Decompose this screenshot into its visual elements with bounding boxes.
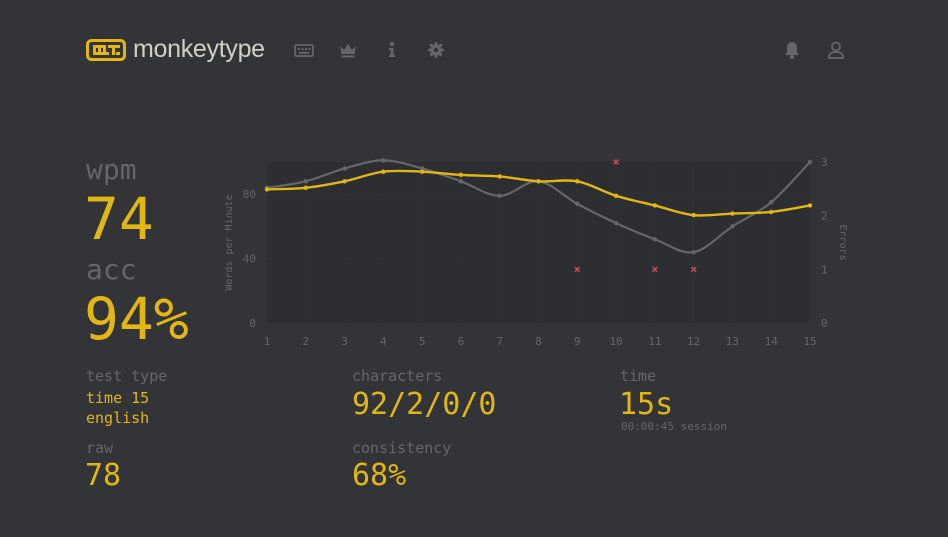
user-icon[interactable]	[826, 40, 846, 60]
consistency-label: consistency	[352, 439, 452, 457]
wpm-chart: 1 2 3 4 5 6 7 8 9 10 11 12 13 14 15 0 40 80 0 1 2 3 Words per …	[218, 150, 858, 350]
error-mark	[690, 266, 697, 273]
time-label: time	[620, 367, 657, 385]
series-point-raw	[575, 201, 580, 207]
x-tick-label: 14	[765, 335, 779, 348]
x-tick-label: 5	[419, 335, 426, 348]
characters-value: 92/2/0/0	[352, 387, 497, 422]
x-tick-label: 6	[458, 335, 465, 348]
series-point-wpm	[613, 193, 619, 199]
x-tick-label: 2	[302, 335, 309, 348]
series-point-wpm	[769, 209, 774, 215]
series-point-raw	[303, 179, 308, 184]
x-tick-label: 12	[687, 335, 700, 348]
series-point-wpm	[536, 179, 541, 184]
error-mark	[613, 159, 619, 165]
series-point-raw	[691, 249, 696, 255]
info-icon[interactable]	[382, 40, 402, 60]
x-tick-label: 9	[574, 335, 581, 348]
series-point-wpm	[342, 179, 347, 184]
x-tick-label: 11	[648, 335, 661, 348]
x-tick-label: 3	[341, 335, 348, 348]
series-point-raw	[769, 200, 774, 205]
test-type-language[interactable]: english	[86, 409, 150, 427]
series-point-raw	[730, 224, 735, 229]
test-type-label: test type	[86, 367, 168, 385]
y2-tick-label: 3	[821, 156, 828, 169]
series-point-raw	[652, 237, 658, 242]
header: monkeytype	[86, 34, 846, 66]
acc-label: acc	[86, 253, 137, 286]
series-point-raw	[342, 166, 347, 171]
series-point-wpm	[381, 169, 386, 174]
series-point-wpm	[730, 211, 735, 216]
wpm-value: 74	[84, 185, 154, 253]
time-value: 15s	[619, 387, 674, 422]
y-tick-label: 80	[243, 188, 256, 201]
logo-text[interactable]: monkeytype	[133, 35, 265, 63]
error-mark	[651, 266, 658, 273]
logo-icon[interactable]	[86, 39, 126, 61]
y-axis-label: Words per Minute	[224, 194, 235, 290]
series-point-wpm	[691, 212, 696, 218]
series-point-wpm	[807, 203, 813, 208]
y2-axis-label: Errors	[837, 224, 848, 260]
characters-label: characters	[352, 367, 443, 385]
bell-icon[interactable]	[782, 40, 802, 60]
x-tick-label: 1	[264, 335, 271, 348]
wpm-label: wpm	[86, 153, 137, 186]
x-tick-label: 13	[726, 335, 739, 348]
series-point-raw	[381, 158, 386, 163]
series-point-wpm	[575, 179, 580, 184]
x-tick-label: 10	[609, 335, 622, 348]
error-mark	[574, 266, 581, 273]
series-point-wpm	[264, 187, 270, 192]
series-point-wpm	[303, 185, 308, 190]
consistency-value: 68%	[352, 458, 407, 493]
y-tick-label: 0	[249, 317, 256, 330]
x-tick-label: 4	[380, 335, 387, 348]
y2-tick-label: 1	[821, 263, 828, 276]
raw-value: 78	[85, 458, 122, 493]
series-point-wpm	[497, 174, 502, 179]
series-point-raw	[497, 193, 502, 199]
series-point-raw	[807, 159, 813, 165]
y-tick-label: 40	[243, 253, 256, 266]
test-type-mode[interactable]: time 15	[86, 389, 150, 407]
series-point-raw	[458, 179, 464, 184]
session-time: 00:00:45 session	[621, 420, 727, 433]
series-point-raw	[613, 220, 619, 226]
y2-tick-label: 2	[821, 210, 828, 223]
x-tick-label: 7	[496, 335, 503, 348]
series-point-wpm	[458, 172, 464, 178]
keyboard-icon[interactable]	[294, 40, 314, 60]
gear-icon[interactable]	[426, 40, 446, 60]
crown-icon[interactable]	[338, 40, 358, 60]
series-point-wpm	[652, 203, 658, 208]
raw-label: raw	[86, 439, 114, 457]
y2-tick-label: 0	[821, 317, 828, 330]
x-tick-label: 15	[803, 335, 816, 348]
series-point-wpm	[419, 169, 425, 174]
series-point-raw	[419, 166, 425, 171]
x-tick-label: 8	[535, 335, 542, 348]
acc-value: 94%	[84, 285, 189, 353]
